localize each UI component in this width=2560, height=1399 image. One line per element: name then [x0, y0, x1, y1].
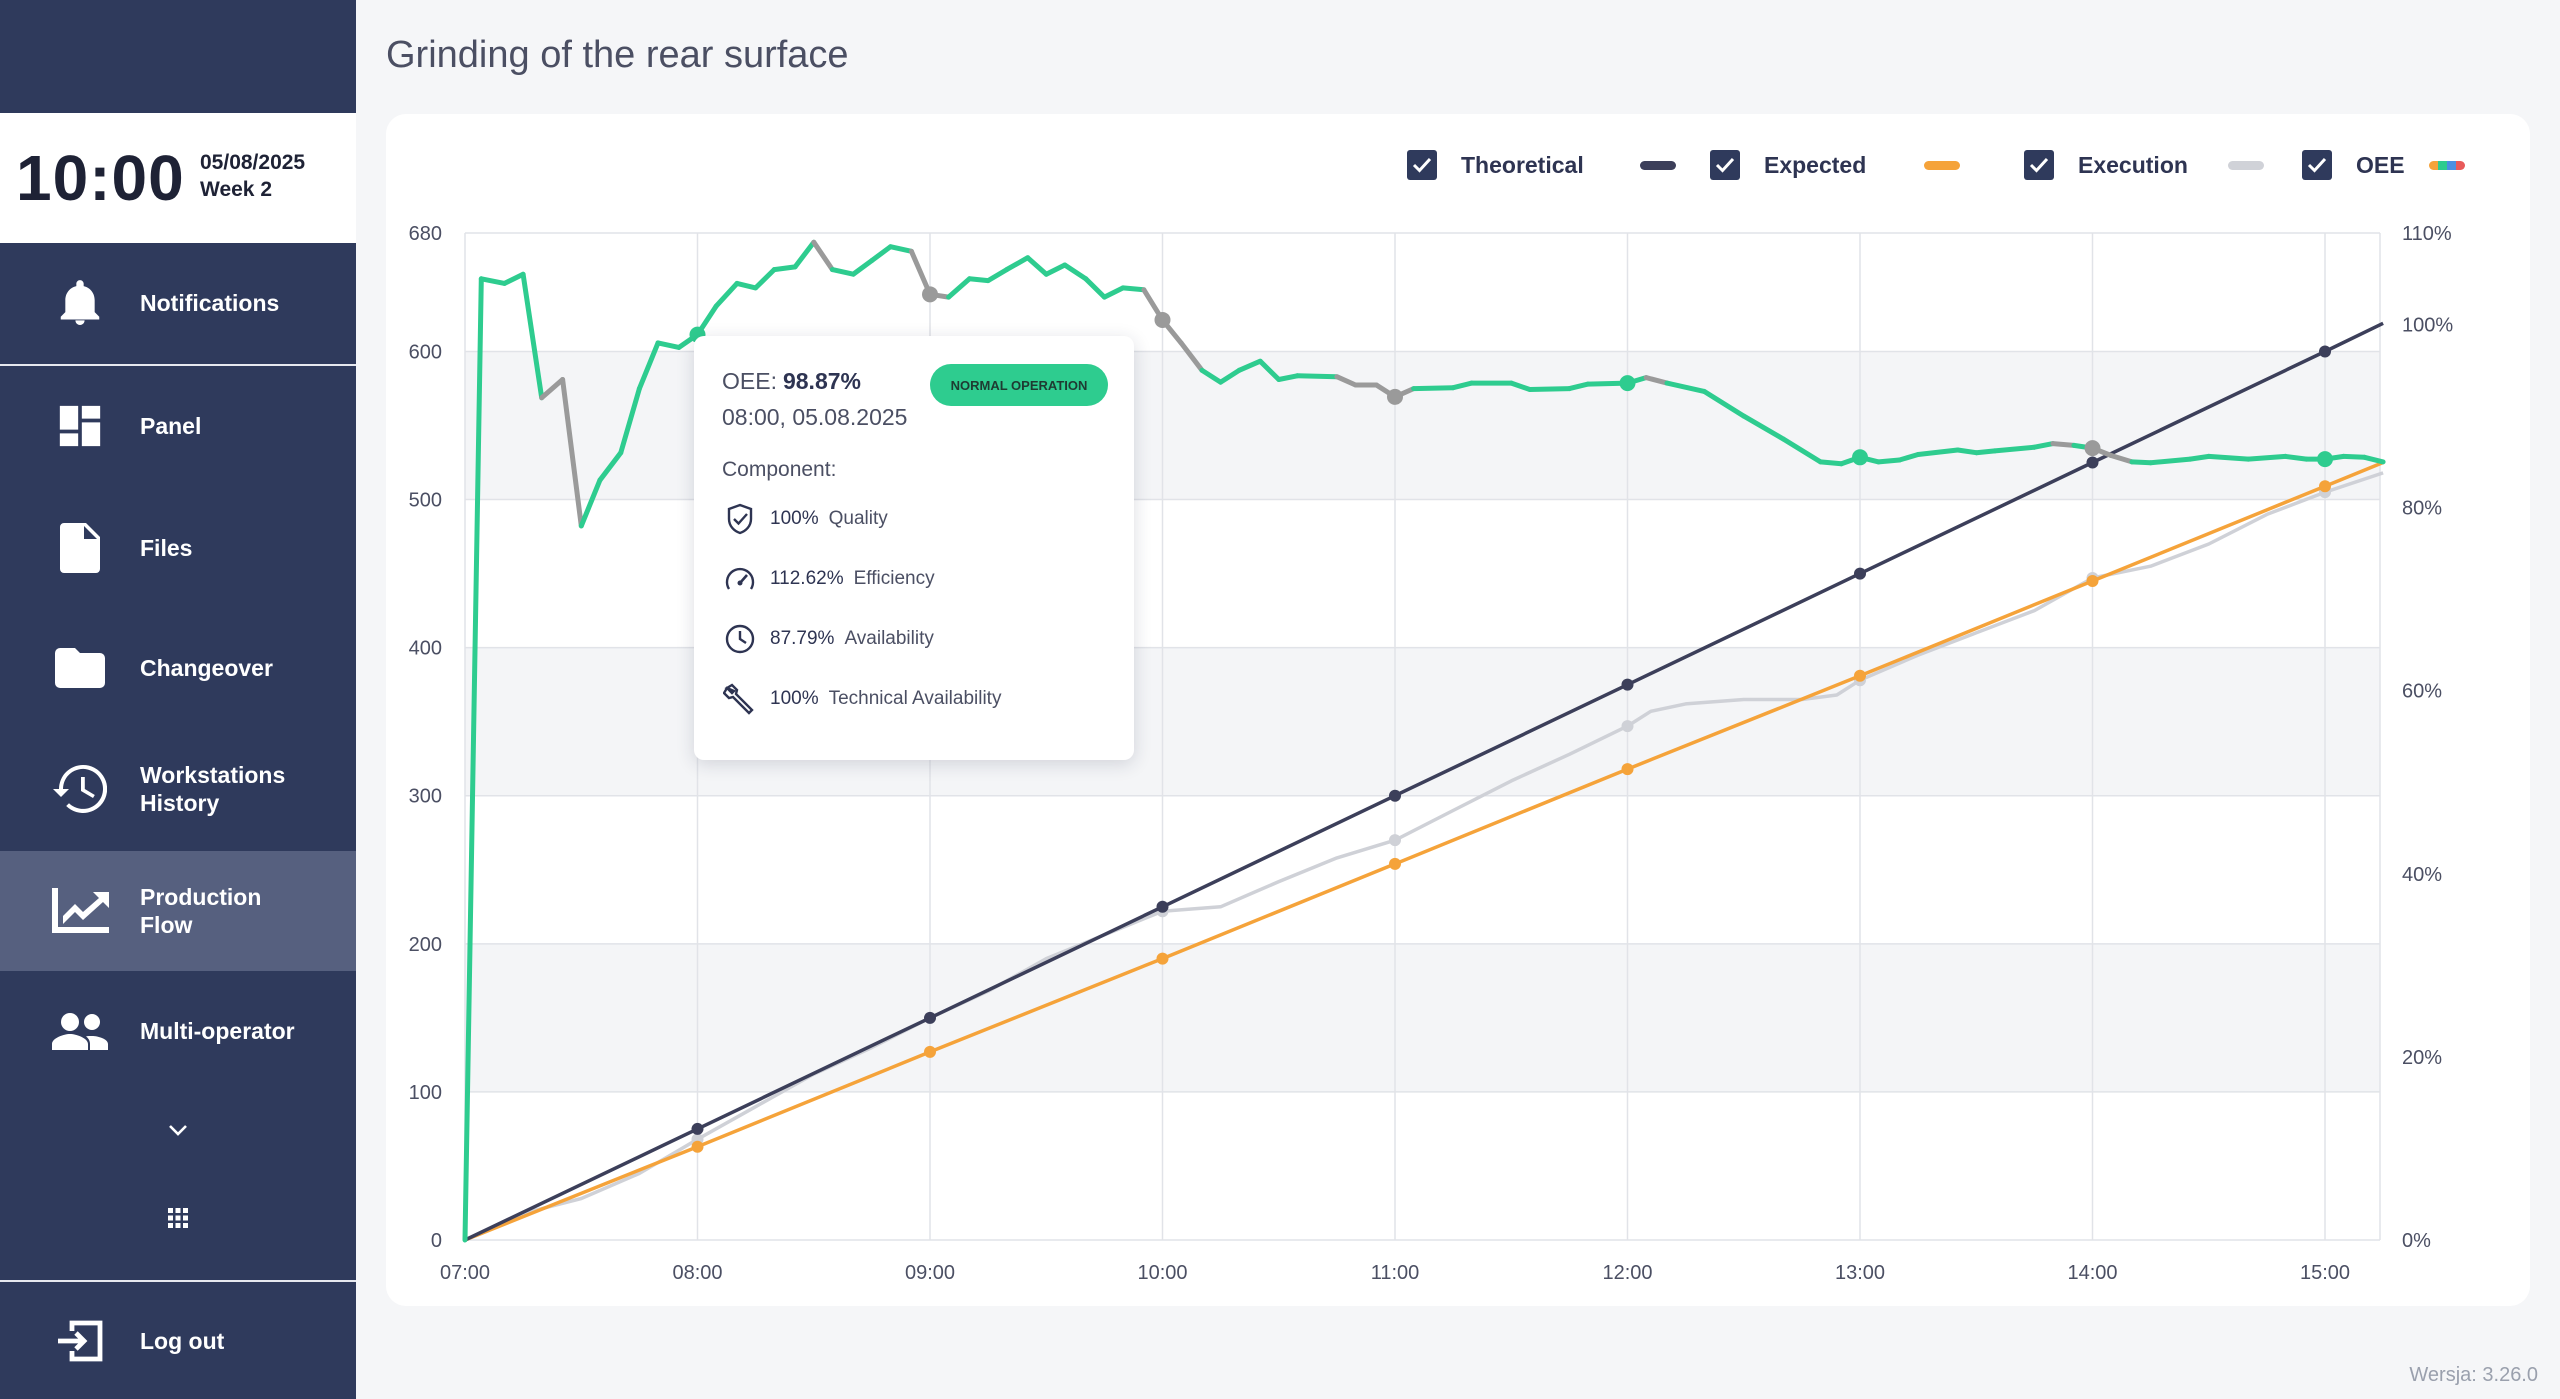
sidebar-item-label: Changeover	[140, 655, 273, 681]
dashboard-icon	[50, 396, 110, 456]
tooltip-row-technical-availability: 100% Technical Availability	[722, 681, 1001, 717]
speedometer-icon	[722, 561, 758, 597]
oee-tooltip: OEE: 98.87% 08:00, 05.08.2025 NORMAL OPER…	[694, 336, 1134, 760]
history-icon	[50, 759, 110, 819]
sidebar-header	[0, 0, 356, 113]
sidebar-item-multi-operator[interactable]: Multi-operator	[0, 971, 356, 1091]
legend-label: OEE	[2356, 151, 2405, 178]
tooltip-label: Technical Availability	[828, 688, 1002, 709]
tooltip-label: Quality	[828, 508, 888, 529]
page-title: Grinding of the rear surface	[386, 34, 849, 76]
shield-check-icon	[722, 501, 758, 537]
apps-grid-icon[interactable]	[148, 1198, 208, 1238]
sidebar-item-production-flow[interactable]: Production Flow	[0, 851, 356, 971]
tooltip-row-efficiency: 112.62% Efficiency	[722, 561, 935, 597]
sidebar-item-label: Workstations History	[140, 762, 286, 816]
legend-item-expected[interactable]: Expected	[1710, 148, 1961, 182]
legend-item-theoretical[interactable]: Theoretical	[1407, 148, 1676, 182]
wrench-icon	[722, 681, 758, 717]
tooltip-value: 87.79%	[770, 628, 835, 649]
chart-icon	[50, 881, 110, 941]
tooltip-oee-value: 98.87%	[782, 368, 861, 394]
sidebar-item-label: Multi-operator	[140, 1018, 295, 1044]
checkbox-checked-icon[interactable]	[2302, 150, 2332, 180]
sidebar-item-panel[interactable]: Panel	[0, 366, 356, 486]
legend-swatch-expected	[1924, 160, 1961, 170]
legend-swatch-theoretical	[1639, 160, 1676, 170]
legend-item-execution[interactable]: Execution	[2024, 148, 2264, 182]
version-label: Wersja: 3.26.0	[2409, 1364, 2538, 1386]
legend-swatch-oee	[2428, 160, 2465, 170]
sidebar-item-files[interactable]: Files	[0, 488, 356, 608]
logout-button[interactable]: Log out	[0, 1282, 356, 1399]
users-icon	[50, 1001, 110, 1061]
tooltip-row-availability: 87.79% Availability	[722, 621, 934, 657]
folder-icon	[50, 638, 110, 698]
tooltip-component-label: Component:	[722, 458, 837, 481]
legend-swatch-execution	[2227, 160, 2264, 170]
logout-icon	[50, 1311, 110, 1371]
sidebar-item-label: Panel	[140, 413, 202, 439]
tooltip-value: 112.62%	[770, 568, 844, 589]
sidebar-divider	[0, 364, 356, 366]
expand-menu-chevron-down-icon[interactable]	[148, 1110, 208, 1150]
clock-week: Week 2	[200, 178, 272, 201]
clock-time: 10:00	[16, 142, 185, 214]
tooltip-label: Efficiency	[853, 568, 935, 589]
bell-icon	[50, 273, 110, 333]
sidebar-item-label: Notifications	[140, 290, 280, 316]
legend-label: Theoretical	[1461, 151, 1584, 178]
legend-label: Expected	[1764, 151, 1867, 178]
checkbox-checked-icon[interactable]	[2024, 150, 2054, 180]
checkbox-checked-icon[interactable]	[1710, 150, 1740, 180]
sidebar-item-workstations-history[interactable]: Workstations History	[0, 728, 356, 850]
tooltip-oee: OEE: 98.87%	[722, 368, 861, 395]
tooltip-value: 100%	[770, 508, 819, 529]
sidebar-item-changeover[interactable]: Changeover	[0, 608, 356, 728]
tooltip-row-quality: 100% Quality	[722, 501, 888, 537]
sidebar-item-notifications[interactable]: Notifications	[0, 243, 356, 363]
status-badge: NORMAL OPERATION	[930, 364, 1108, 406]
sidebar-item-label: Files	[140, 535, 193, 561]
tooltip-oee-label: OEE:	[722, 368, 777, 394]
clock-icon	[722, 621, 758, 657]
sidebar-item-label: Production Flow	[140, 884, 262, 938]
file-icon	[50, 518, 110, 578]
tooltip-label: Availability	[844, 628, 934, 649]
sidebar: 10:00 05/08/2025 Week 2 Notifications Pa…	[0, 0, 356, 1399]
clock-date: 05/08/2025	[200, 151, 306, 174]
checkbox-checked-icon[interactable]	[1407, 150, 1437, 180]
legend-label: Execution	[2078, 151, 2188, 178]
legend-item-oee[interactable]: OEE	[2302, 148, 2465, 182]
tooltip-value: 100%	[770, 688, 819, 709]
clock-panel: 10:00 05/08/2025 Week 2	[0, 113, 356, 243]
logout-label: Log out	[140, 1327, 225, 1354]
tooltip-datetime: 08:00, 05.08.2025	[722, 404, 908, 430]
sidebar-divider	[0, 1280, 356, 1282]
